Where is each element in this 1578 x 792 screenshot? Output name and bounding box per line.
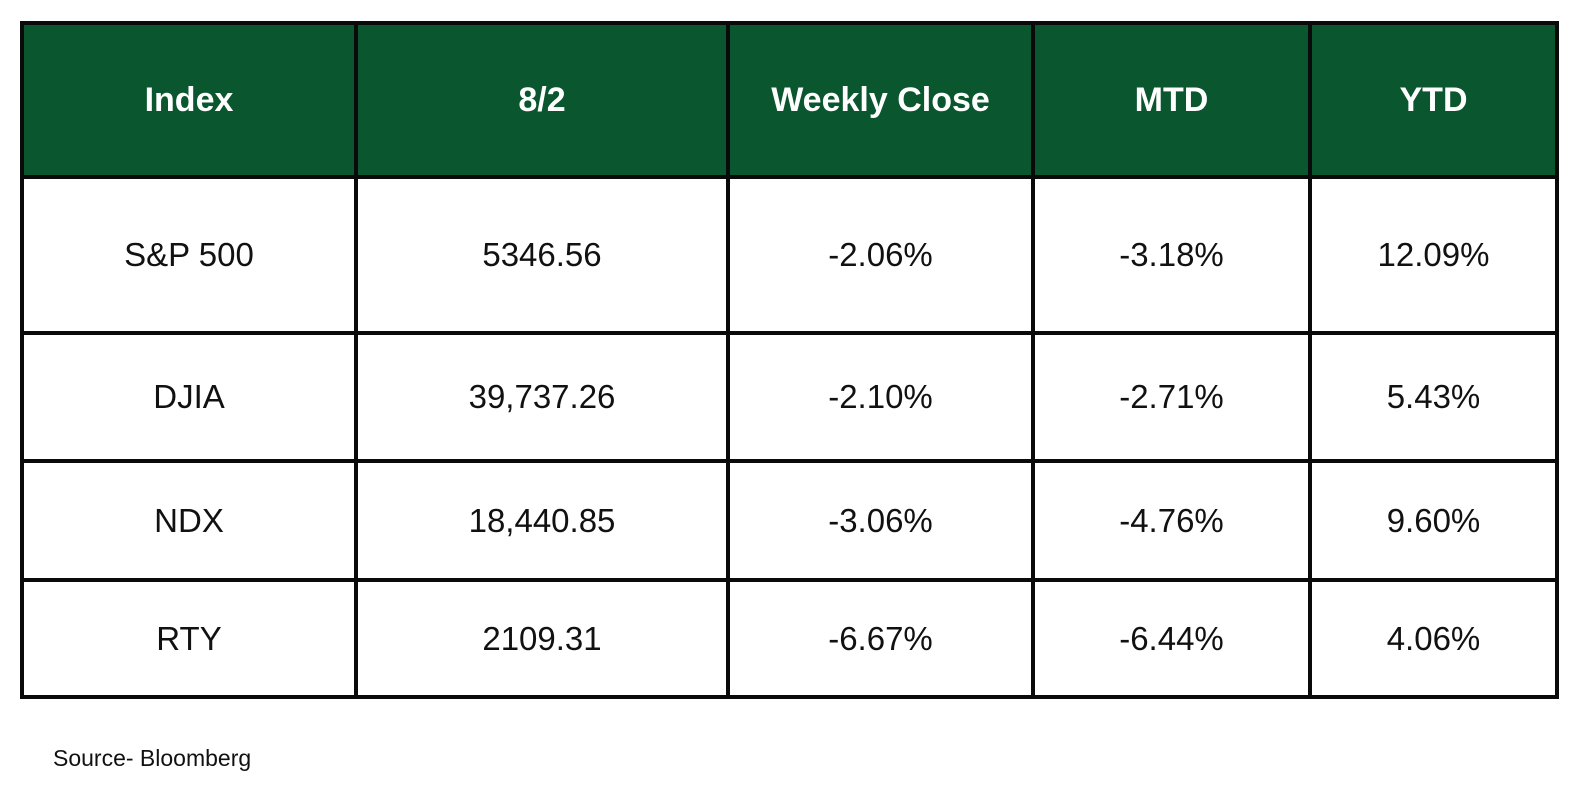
table-row: S&P 500 5346.56 -2.06% -3.18% 12.09% <box>20 175 1559 335</box>
cell-ytd: 9.60% <box>1308 459 1559 582</box>
header-mtd: MTD <box>1031 21 1312 179</box>
cell-ytd: 5.43% <box>1308 331 1559 463</box>
cell-index-name: RTY <box>20 578 358 699</box>
table-row: NDX 18,440.85 -3.06% -4.76% 9.60% <box>20 459 1559 582</box>
index-performance-table: Index 8/2 Weekly Close MTD YTD S&P 500 5… <box>20 21 1559 699</box>
header-index: Index <box>20 21 358 179</box>
cell-mtd: -4.76% <box>1031 459 1312 582</box>
cell-weekly-close: -6.67% <box>726 578 1035 699</box>
cell-ytd: 4.06% <box>1308 578 1559 699</box>
index-performance-table-container: Index 8/2 Weekly Close MTD YTD S&P 500 5… <box>20 21 1559 699</box>
header-date: 8/2 <box>354 21 730 179</box>
cell-index-name: DJIA <box>20 331 358 463</box>
cell-mtd: -3.18% <box>1031 175 1312 335</box>
cell-mtd: -6.44% <box>1031 578 1312 699</box>
header-ytd: YTD <box>1308 21 1559 179</box>
source-note: Source- Bloomberg <box>53 745 252 771</box>
cell-index-name: NDX <box>20 459 358 582</box>
cell-date-value: 18,440.85 <box>354 459 730 582</box>
table-row: RTY 2109.31 -6.67% -6.44% 4.06% <box>20 578 1559 699</box>
cell-index-name: S&P 500 <box>20 175 358 335</box>
cell-weekly-close: -3.06% <box>726 459 1035 582</box>
cell-date-value: 5346.56 <box>354 175 730 335</box>
header-weekly-close: Weekly Close <box>726 21 1035 179</box>
cell-mtd: -2.71% <box>1031 331 1312 463</box>
cell-date-value: 2109.31 <box>354 578 730 699</box>
cell-weekly-close: -2.10% <box>726 331 1035 463</box>
cell-date-value: 39,737.26 <box>354 331 730 463</box>
cell-weekly-close: -2.06% <box>726 175 1035 335</box>
cell-ytd: 12.09% <box>1308 175 1559 335</box>
table-header-row: Index 8/2 Weekly Close MTD YTD <box>20 21 1559 179</box>
table-row: DJIA 39,737.26 -2.10% -2.71% 5.43% <box>20 331 1559 463</box>
